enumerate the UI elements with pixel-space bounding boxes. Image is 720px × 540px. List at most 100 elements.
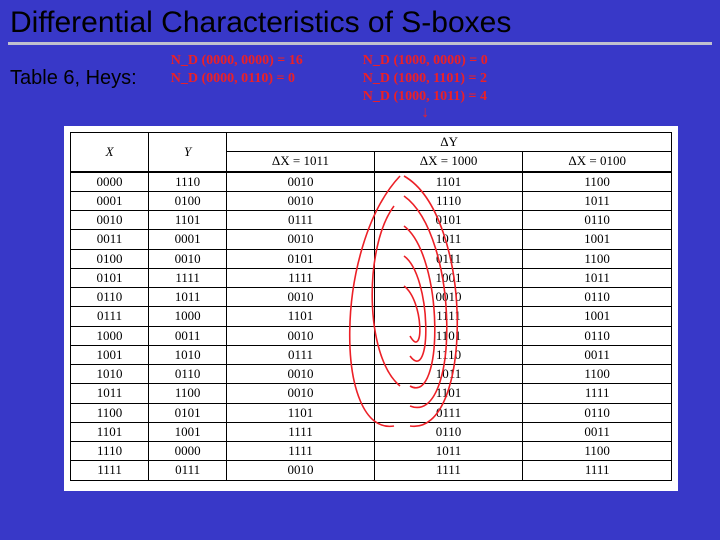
table-cell: 1111 <box>149 268 227 287</box>
table-cell: 1011 <box>523 268 672 287</box>
annotation-text: N_D (1000, 1101) = 2 <box>363 71 488 87</box>
table-cell: 1011 <box>149 288 227 307</box>
table-cell: 0011 <box>523 422 672 441</box>
table-cell: 0000 <box>149 442 227 461</box>
table-cell: 0110 <box>149 365 227 384</box>
table-cell: 1101 <box>71 422 149 441</box>
table-cell: 1001 <box>523 307 672 326</box>
table-row: 00110001001010111001 <box>71 230 672 249</box>
table-cell: 1011 <box>374 442 523 461</box>
table-container: X Y ΔY ΔX = 1011 ΔX = 1000 ΔX = 0100 000… <box>64 126 678 491</box>
table-cell: 1110 <box>71 442 149 461</box>
table-cell: 1101 <box>374 326 523 345</box>
table-cell: 1100 <box>149 384 227 403</box>
table-cell: 1111 <box>227 422 375 441</box>
table-cell: 0010 <box>71 211 149 230</box>
table-cell: 0010 <box>227 365 375 384</box>
table-cell: 1101 <box>149 211 227 230</box>
table-row: 01101011001000100110 <box>71 288 672 307</box>
table-cell: 0111 <box>227 345 375 364</box>
table-cell: 1010 <box>149 345 227 364</box>
table-cell: 1011 <box>374 230 523 249</box>
col-header-dx: ΔX = 1000 <box>374 152 523 172</box>
table-cell: 1100 <box>523 249 672 268</box>
table-cell: 0111 <box>71 307 149 326</box>
table-cell: 0010 <box>227 172 375 192</box>
table-cell: 1000 <box>149 307 227 326</box>
annotations-right: N_D (1000, 0000) = 0 N_D (1000, 1101) = … <box>363 53 488 120</box>
table-row: 00101101011101010110 <box>71 211 672 230</box>
table-cell: 1001 <box>71 345 149 364</box>
table-cell: 0010 <box>227 461 375 480</box>
table-cell: 1100 <box>523 172 672 192</box>
table-cell: 1100 <box>71 403 149 422</box>
annotation-text: N_D (1000, 1011) = 4 <box>363 89 488 105</box>
table-cell: 1001 <box>523 230 672 249</box>
table-cell: 0101 <box>71 268 149 287</box>
table-cell: 1101 <box>227 403 375 422</box>
table-row: 11110111001011111111 <box>71 461 672 480</box>
table-cell: 1111 <box>227 268 375 287</box>
table-cell: 1111 <box>227 442 375 461</box>
table-cell: 0110 <box>71 288 149 307</box>
table-cell: 0000 <box>71 172 149 192</box>
table-cell: 1111 <box>71 461 149 480</box>
table-cell: 0101 <box>374 211 523 230</box>
table-cell: 0110 <box>523 403 672 422</box>
table-cell: 0110 <box>523 326 672 345</box>
table-row: 10011010011111100011 <box>71 345 672 364</box>
table-cell: 1101 <box>227 307 375 326</box>
table-row: 01111000110111111001 <box>71 307 672 326</box>
col-header-x: X <box>71 133 149 172</box>
table-cell: 1100 <box>523 442 672 461</box>
annotation-text: N_D (0000, 0110) = 0 <box>171 71 303 87</box>
table-cell: 1001 <box>149 422 227 441</box>
table-cell: 0110 <box>523 288 672 307</box>
table-row: 00010100001011101011 <box>71 191 672 210</box>
col-header-dy: ΔY <box>227 133 672 152</box>
table-cell: 0011 <box>149 326 227 345</box>
table-cell: 0010 <box>227 230 375 249</box>
table-cell: 1101 <box>374 384 523 403</box>
table-cell: 1010 <box>71 365 149 384</box>
table-cell: 0111 <box>374 403 523 422</box>
table-cell: 1110 <box>374 345 523 364</box>
table-cell: 0100 <box>71 249 149 268</box>
annotation-text: N_D (0000, 0000) = 16 <box>171 53 303 69</box>
table-cell: 1110 <box>374 191 523 210</box>
table-cell: 0101 <box>227 249 375 268</box>
table-cell: 1001 <box>374 268 523 287</box>
table-cell: 0110 <box>523 211 672 230</box>
table-cell: 1011 <box>374 365 523 384</box>
table-cell: 0111 <box>227 211 375 230</box>
table-cell: 1011 <box>71 384 149 403</box>
col-header-dx: ΔX = 1011 <box>227 152 375 172</box>
sbox-table: X Y ΔY ΔX = 1011 ΔX = 1000 ΔX = 0100 000… <box>70 132 672 481</box>
table-cell: 1111 <box>374 461 523 480</box>
table-cell: 1101 <box>374 172 523 192</box>
table-cell: 0001 <box>71 191 149 210</box>
table-body: 0000111000101101110000010100001011101011… <box>71 172 672 481</box>
table-cell: 1111 <box>374 307 523 326</box>
table-cell: 0111 <box>149 461 227 480</box>
table-cell: 0011 <box>523 345 672 364</box>
page-title: Differential Characteristics of S-boxes <box>0 0 720 42</box>
table-row: 01000010010101111100 <box>71 249 672 268</box>
table-cell: 0010 <box>227 191 375 210</box>
annotations-left: N_D (0000, 0000) = 16 N_D (0000, 0110) =… <box>171 53 303 87</box>
table-cell: 0101 <box>149 403 227 422</box>
table-row: 11011001111101100011 <box>71 422 672 441</box>
table-caption: Table 6, Heys: <box>10 53 137 90</box>
table-cell: 1110 <box>149 172 227 192</box>
table-cell: 0010 <box>374 288 523 307</box>
table-row: 10000011001011010110 <box>71 326 672 345</box>
table-cell: 0011 <box>71 230 149 249</box>
arrow-down-icon: ↓ <box>363 107 488 120</box>
table-row: 00001110001011011100 <box>71 172 672 192</box>
table-cell: 1011 <box>523 191 672 210</box>
table-cell: 0010 <box>149 249 227 268</box>
table-cell: 0110 <box>374 422 523 441</box>
table-cell: 1111 <box>523 461 672 480</box>
table-cell: 1000 <box>71 326 149 345</box>
table-cell: 0010 <box>227 384 375 403</box>
